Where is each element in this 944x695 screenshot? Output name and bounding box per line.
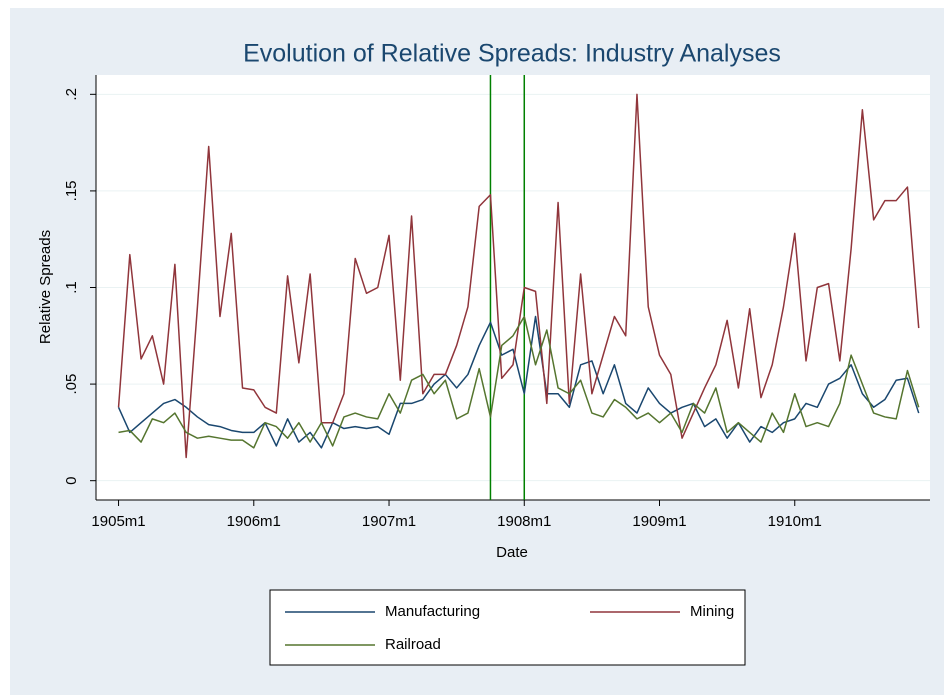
legend-box [269,589,746,666]
x-tick-label: 1906m1 [227,513,281,530]
legend-label: Mining [690,603,734,620]
series-line [118,315,920,449]
y-tick-label: .2 [63,88,80,101]
x-tick-label: 1909m1 [632,513,686,530]
legend-label: Railroad [385,636,441,653]
legend-label: Manufacturing [385,603,480,620]
series-line [117,315,920,449]
x-tick-label: 1908m1 [497,513,551,530]
chart-title: Evolution of Relative Spreads: Industry … [243,40,781,68]
y-tick-label: .1 [63,281,80,294]
x-tick-label: 1910m1 [768,513,822,530]
y-axis-label: Relative Spreads [37,230,54,344]
x-axis-label: Date [496,544,528,561]
x-tick-label: 1907m1 [362,513,416,530]
x-tick-label: 1905m1 [91,513,145,530]
y-tick-label: 0 [63,477,80,485]
y-tick-label: .05 [63,374,80,395]
y-tick-label: .15 [63,180,80,201]
